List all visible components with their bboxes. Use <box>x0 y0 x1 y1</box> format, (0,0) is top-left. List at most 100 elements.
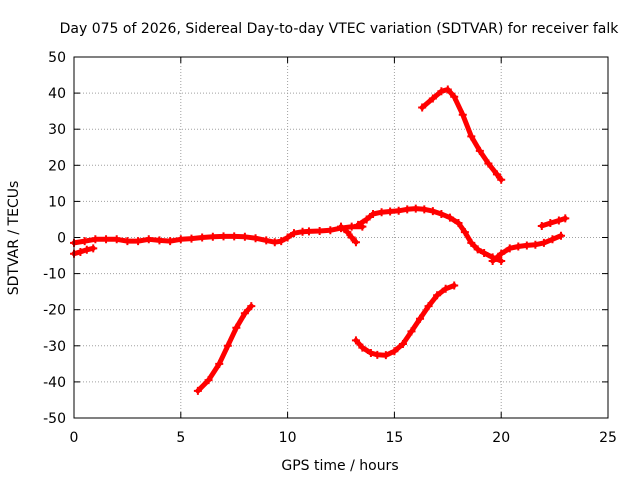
x-tick-label: 5 <box>176 430 185 446</box>
data-point <box>394 206 403 215</box>
data-point <box>467 132 476 141</box>
data-point <box>505 244 514 253</box>
data-point <box>232 323 241 332</box>
x-tick-label: 25 <box>599 430 617 446</box>
data-point <box>358 343 367 352</box>
y-axis-label: SDTVAR / TECUs <box>6 181 22 296</box>
data-point <box>80 237 89 246</box>
data-point <box>373 350 382 359</box>
data-point <box>326 226 335 235</box>
series-line <box>539 215 568 229</box>
data-point <box>76 247 85 256</box>
data-point <box>488 256 497 265</box>
data-point <box>155 236 164 245</box>
data-point <box>277 237 286 246</box>
series-track-g <box>537 214 570 230</box>
data-point <box>548 235 557 244</box>
data-point <box>351 336 360 345</box>
data-point <box>480 249 489 258</box>
data-point <box>522 241 531 250</box>
data-point <box>484 159 493 168</box>
y-tick-label: -10 <box>43 267 66 283</box>
data-point <box>537 221 546 230</box>
data-point <box>460 228 469 237</box>
x-tick-label: 0 <box>70 430 79 446</box>
data-point <box>89 244 98 253</box>
data-point <box>497 249 506 258</box>
data-point <box>262 236 271 245</box>
data-point <box>283 233 292 242</box>
data-point <box>428 94 437 103</box>
y-tick-label: -20 <box>43 303 66 319</box>
data-point <box>497 256 506 265</box>
data-point <box>445 213 454 222</box>
data-point <box>473 245 482 254</box>
data-point <box>208 232 217 241</box>
y-tick-label: -30 <box>43 339 66 355</box>
data-point <box>304 227 313 236</box>
series-track-f <box>488 231 566 265</box>
data-point <box>420 205 429 214</box>
y-tick-label: 40 <box>48 86 66 102</box>
series-line <box>338 224 359 245</box>
data-point <box>193 386 202 395</box>
y-tick-label: 50 <box>48 50 66 66</box>
data-point <box>428 207 437 216</box>
data-point <box>377 208 386 217</box>
data-point <box>437 210 446 219</box>
data-point <box>198 233 207 242</box>
x-tick-label: 15 <box>385 430 403 446</box>
data-point <box>230 232 239 241</box>
data-point <box>366 349 375 358</box>
data-point <box>337 222 345 231</box>
data-point <box>546 219 555 228</box>
data-point <box>102 235 111 244</box>
data-point <box>390 347 399 356</box>
grid-lines <box>74 57 608 418</box>
series-line <box>195 303 254 394</box>
data-point <box>443 85 452 94</box>
data-point <box>450 281 459 290</box>
y-tick-label: 0 <box>57 231 66 247</box>
data-point <box>424 302 433 311</box>
data-point <box>416 314 425 323</box>
chart-title: Day 075 of 2026, Sidereal Day-to-day VTE… <box>60 21 620 37</box>
axis-ticks: 0 5 10 15 20 25 -50 -40 -30 -20 -10 0 10 20 30 40 50 <box>43 50 617 446</box>
data-point <box>441 284 450 293</box>
data-point <box>290 229 299 238</box>
data-point <box>123 237 132 246</box>
data-point <box>539 238 548 247</box>
data-point <box>407 327 416 336</box>
data-point <box>240 309 249 318</box>
series-track-i <box>351 281 459 360</box>
data-point <box>270 238 279 247</box>
x-tick-label: 20 <box>492 430 510 446</box>
data-point <box>369 210 378 219</box>
data-point <box>433 291 442 300</box>
data-point <box>497 175 506 184</box>
data-point <box>437 87 446 96</box>
data-point <box>351 238 360 247</box>
data-point <box>240 232 249 241</box>
data-point <box>215 359 224 368</box>
data-point <box>362 215 371 224</box>
series-track-e <box>418 85 506 184</box>
data-point <box>347 222 356 231</box>
data-point <box>418 103 427 112</box>
data-point <box>223 341 232 350</box>
data-point <box>531 240 540 249</box>
data-point <box>554 216 563 225</box>
data-point <box>492 170 501 179</box>
data-point <box>343 228 352 237</box>
data-point <box>403 205 412 214</box>
data-point <box>144 235 153 244</box>
data-point <box>347 233 356 242</box>
data-point <box>219 232 228 241</box>
data-point <box>204 376 213 385</box>
data-point <box>112 235 121 244</box>
series-track-c <box>337 222 360 247</box>
y-tick-label: 30 <box>48 122 66 138</box>
data-point <box>411 204 420 213</box>
data-point <box>247 302 256 311</box>
